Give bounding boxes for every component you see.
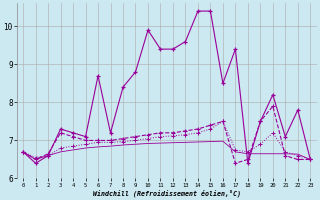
X-axis label: Windchill (Refroidissement éolien,°C): Windchill (Refroidissement éolien,°C) <box>93 189 241 197</box>
